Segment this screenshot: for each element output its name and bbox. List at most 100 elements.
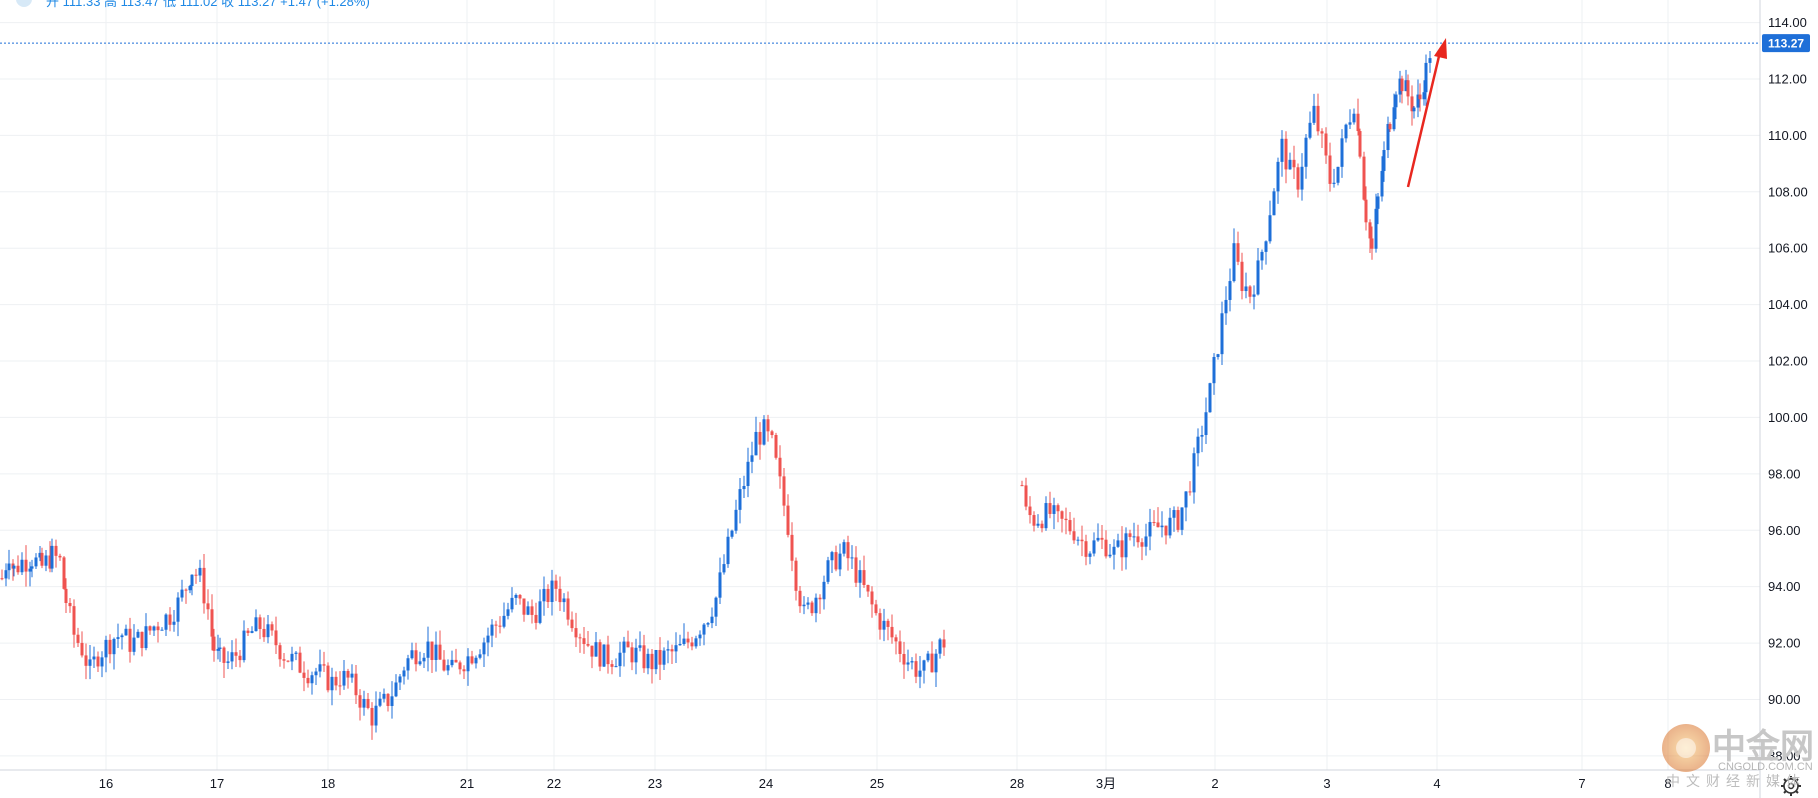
candle-body xyxy=(1252,294,1256,297)
price-axis[interactable]: 114.00 112.00 110.00 108.00 106.00 104.00 102.… xyxy=(1759,0,1808,798)
candle-body xyxy=(878,613,882,630)
candle-body xyxy=(290,653,294,662)
candle-body xyxy=(578,637,582,639)
candle-body xyxy=(1196,436,1200,454)
candle-body xyxy=(770,431,774,436)
candle-body xyxy=(358,695,362,708)
candle-body xyxy=(1112,546,1116,555)
candle-body xyxy=(4,570,8,579)
candle-body xyxy=(1276,161,1280,192)
candle-body xyxy=(1040,523,1044,529)
candle-body xyxy=(24,559,28,572)
candle-body xyxy=(862,570,866,585)
candle-body xyxy=(322,664,326,666)
candle-body xyxy=(1308,122,1312,138)
candle-body xyxy=(1192,453,1196,493)
candle-body xyxy=(262,628,266,638)
candle-body xyxy=(230,652,234,662)
red-up-arrow-icon[interactable] xyxy=(1406,38,1447,188)
candle-body xyxy=(386,693,390,706)
x-tick-label: 25 xyxy=(870,776,884,791)
candle-body xyxy=(674,645,678,652)
candle-body xyxy=(606,644,610,665)
candle-body xyxy=(938,639,942,654)
candle-body xyxy=(1216,354,1220,357)
price-badge-label: 113.27 xyxy=(1768,37,1804,51)
candle-body xyxy=(658,649,662,665)
candle-body xyxy=(1428,58,1432,63)
candle-body xyxy=(1132,536,1136,538)
candle-body xyxy=(1152,522,1156,524)
candle-body xyxy=(566,598,570,620)
candle-body xyxy=(490,624,494,636)
candle-body xyxy=(858,570,862,583)
candle-body xyxy=(1076,539,1080,541)
y-tick-label: 92.00 xyxy=(1768,636,1801,651)
candle-body xyxy=(140,631,144,649)
candle-body xyxy=(176,597,180,622)
candle-body xyxy=(394,682,398,697)
candle-body xyxy=(1368,222,1372,239)
candle-body xyxy=(842,542,846,554)
candle-body xyxy=(1144,536,1148,547)
candle-body xyxy=(934,653,938,673)
candle-body xyxy=(478,654,482,658)
x-tick-label: 22 xyxy=(547,776,561,791)
candle-body xyxy=(302,672,306,678)
candle-body xyxy=(1418,94,1422,100)
candle-body xyxy=(1328,155,1332,184)
candle-body xyxy=(242,630,246,661)
watermark-cn: 中金网 xyxy=(1712,727,1814,767)
candle-body xyxy=(1332,182,1336,184)
candle-body xyxy=(12,565,16,569)
y-tick-label: 102.00 xyxy=(1768,354,1808,369)
candle-body xyxy=(1248,286,1252,297)
candle-body xyxy=(44,555,48,566)
candle-body xyxy=(1184,491,1188,508)
candle-body xyxy=(1400,78,1404,92)
candle-body xyxy=(898,641,902,654)
time-axis[interactable]: 16 17 18 21 22 23 24 25 28 3月 2 3 4 7 8 xyxy=(0,769,1760,791)
candle-body xyxy=(1304,137,1308,167)
ohlc-values: 开 111.33 高 113.47 低 111.02 收 113.27 +1.4… xyxy=(46,0,370,9)
candle-body xyxy=(662,650,666,665)
candle-body xyxy=(1200,435,1204,437)
candle-body xyxy=(1312,105,1316,123)
candle-body xyxy=(918,670,922,677)
candle-body xyxy=(1374,208,1378,249)
candle-body xyxy=(774,435,778,458)
candle-body xyxy=(164,614,168,630)
candle-body xyxy=(1386,123,1390,151)
candle-body xyxy=(212,636,216,651)
candle-body xyxy=(534,614,538,623)
candle-body xyxy=(554,580,558,589)
candle-body xyxy=(902,653,906,665)
candle-body xyxy=(180,589,184,598)
candle-body xyxy=(1272,191,1276,216)
candle-body xyxy=(722,564,726,573)
candle-body xyxy=(1256,260,1260,295)
candle-body xyxy=(40,552,44,566)
candle-body xyxy=(710,616,714,624)
candle-body xyxy=(0,578,4,580)
gear-icon[interactable] xyxy=(1781,776,1801,796)
candle-body xyxy=(250,631,254,633)
candle-body xyxy=(1364,199,1368,223)
candle-body xyxy=(1422,92,1426,100)
candle-body xyxy=(226,661,230,663)
candle-body xyxy=(1376,196,1380,209)
candle-body xyxy=(562,598,566,603)
candle-body xyxy=(882,620,886,630)
candle-body xyxy=(270,624,274,631)
candle-body xyxy=(34,557,38,567)
candle-body xyxy=(458,662,462,670)
candle-body xyxy=(350,673,354,678)
x-tick-label: 21 xyxy=(460,776,474,791)
candle-body xyxy=(362,698,366,708)
candle-body xyxy=(558,588,562,603)
candle-body xyxy=(144,626,148,649)
x-tick-label: 23 xyxy=(648,776,662,791)
candle-body xyxy=(38,552,42,558)
candle-body xyxy=(750,455,754,462)
